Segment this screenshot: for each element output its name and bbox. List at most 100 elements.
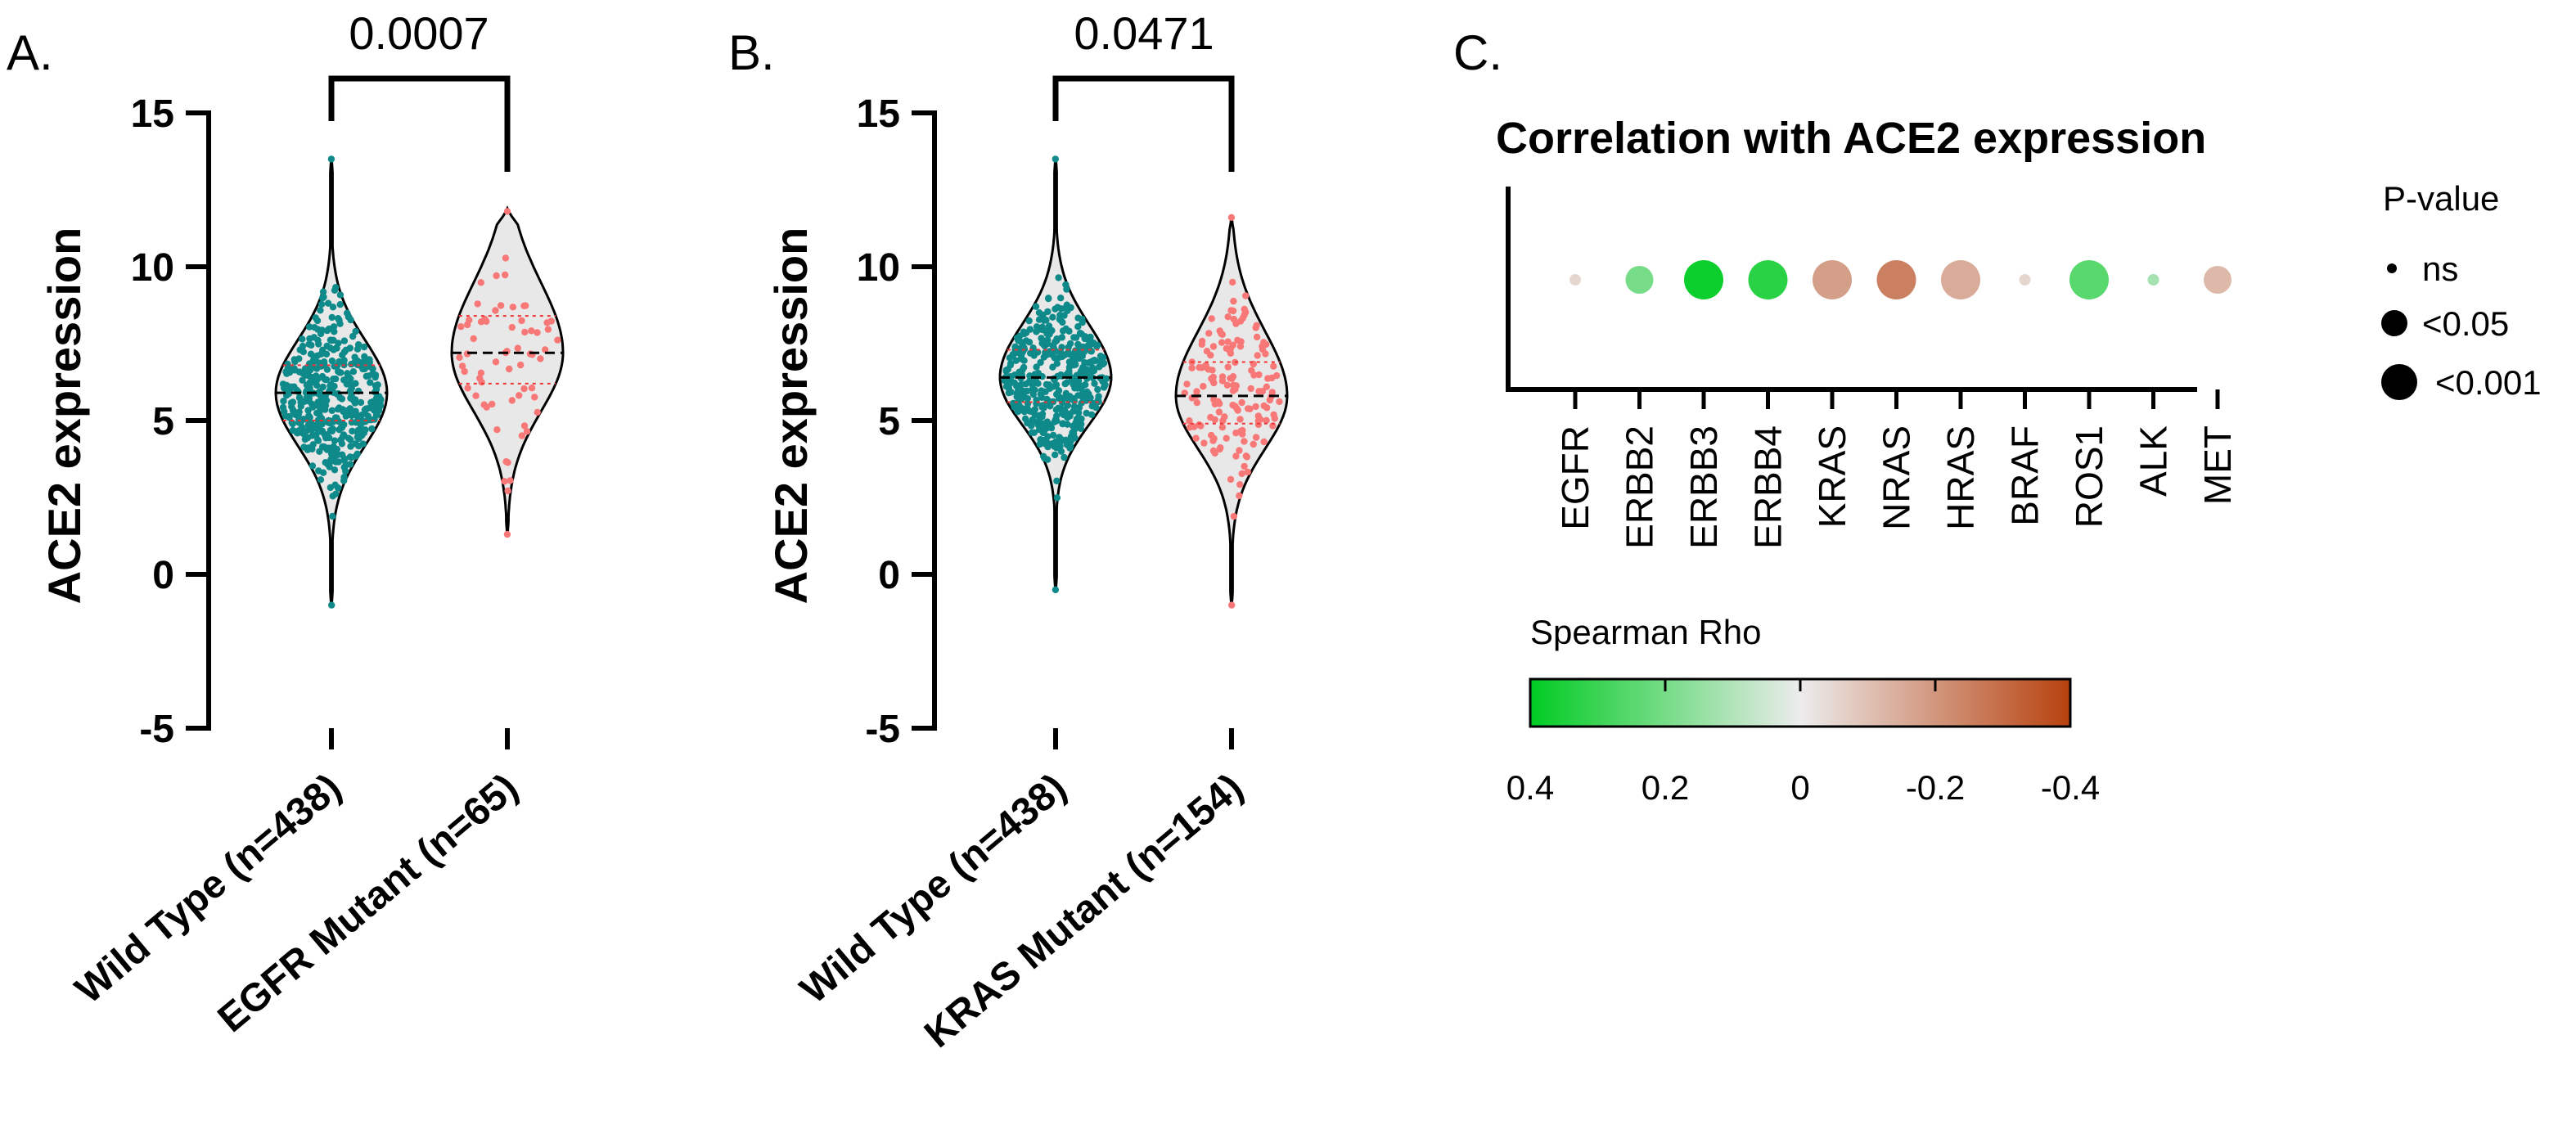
panel-a-data-point <box>350 359 358 367</box>
panel-b-data-point <box>1229 278 1236 286</box>
panel-b-data-point <box>1006 380 1013 388</box>
bubble-met <box>2204 266 2231 294</box>
panel-b-data-point <box>1238 470 1245 478</box>
panel-b-data-point <box>1033 323 1041 331</box>
panel-a-data-point <box>481 315 489 323</box>
panel-a-data-point <box>328 357 336 365</box>
bubble-alk <box>2147 274 2159 286</box>
panel-b-data-point <box>1074 377 1083 385</box>
panel-b-data-point <box>1043 418 1052 425</box>
panel-a-data-point <box>321 443 328 451</box>
panel-b-data-point <box>1058 344 1065 351</box>
panel-a-data-point <box>477 279 484 286</box>
panel-a-y-tick-label: -5 <box>139 708 174 751</box>
panel-b-data-point <box>1037 358 1044 367</box>
panel-a-data-point <box>291 358 299 366</box>
panel-b-data-point <box>1071 434 1079 442</box>
panel-a-data-point <box>372 385 381 394</box>
panel-b-data-point <box>1020 407 1029 416</box>
panel-a-data-point <box>313 431 320 439</box>
panel-b-data-point <box>1250 440 1257 448</box>
panel-a-data-point <box>544 326 552 333</box>
panel-b-data-point <box>1054 437 1062 444</box>
panel-a-data-point <box>329 512 336 520</box>
panel-a-data-point <box>342 346 349 353</box>
panel-a-data-point <box>470 335 477 343</box>
gene-label-alk: ALK <box>2132 425 2175 497</box>
panel-a-data-point <box>314 437 322 444</box>
panel-b-data-point <box>1186 417 1193 425</box>
panel-a-data-point <box>318 373 326 380</box>
bubble-erbb2 <box>1625 266 1654 294</box>
panel-b-data-point <box>1228 601 1236 609</box>
panel-a-data-point <box>336 301 344 308</box>
panel-b-data-point <box>1241 305 1248 313</box>
panel-b-data-point <box>1262 350 1269 358</box>
panel-a-data-point <box>336 404 343 412</box>
gene-label-braf: BRAF <box>2004 425 2047 526</box>
panel-a-y-ticks: 15 10 5 0 -5 <box>131 92 510 751</box>
panel-a-data-point <box>332 490 340 497</box>
panel-b-data-point <box>1223 381 1232 389</box>
panel-b-data-point <box>1263 416 1270 424</box>
panel-a-data-point <box>348 381 355 389</box>
panel-b-data-point <box>1061 407 1070 416</box>
panel-b-data-point <box>1227 375 1234 382</box>
p-value-legend: P-value ns <0.05 <0.001 <box>2381 179 2542 402</box>
panel-a-data-point <box>303 394 310 402</box>
panel-a-data-point <box>508 323 516 331</box>
panel-a-data-point <box>352 327 359 335</box>
panel-a-data-point <box>466 317 473 324</box>
panel-b-data-point <box>1192 434 1200 442</box>
panel-a-data-point <box>342 461 349 469</box>
panel-a-data-point <box>509 304 517 311</box>
panel-b-data-point <box>1031 412 1039 419</box>
panel-a-data-point <box>506 365 513 373</box>
panel-a-data-point <box>329 304 337 311</box>
panel-b-data-point <box>1089 364 1097 371</box>
panel-b-data-point <box>1041 424 1048 431</box>
panel-a-data-point <box>507 477 514 484</box>
panel-b-data-point <box>1211 449 1218 457</box>
bubble-kras <box>1813 260 1852 299</box>
panel-b-data-point <box>1029 381 1036 389</box>
gene-label-erbb4: ERBB4 <box>1747 425 1790 549</box>
panel-a-data-point <box>340 337 349 344</box>
panel-b-data-point <box>1247 385 1254 393</box>
panel-a-data-point <box>537 355 544 362</box>
panel-a-data-point <box>501 478 508 485</box>
panel-a-data-point <box>368 425 376 433</box>
panel-a-data-point <box>308 374 316 381</box>
panel-b-data-point <box>1208 315 1215 322</box>
legend-label-ns: ns <box>2422 250 2458 288</box>
panel-a-data-point <box>334 484 342 492</box>
panel-a-data-point <box>521 328 529 336</box>
panel-a-data-point <box>339 351 346 359</box>
legend-label-p0001: <0.001 <box>2435 363 2542 402</box>
panel-a-data-point <box>292 411 299 419</box>
panel-a-data-point <box>289 398 297 406</box>
panel-a-y-axis-label: ACE2 expression <box>38 227 90 605</box>
panel-b-data-point <box>1250 371 1258 379</box>
panel-a-data-point <box>360 358 367 365</box>
panel-b-data-point <box>1211 400 1219 408</box>
gene-label-erbb2: ERBB2 <box>1619 425 1661 549</box>
panel-a-data-point <box>336 320 344 327</box>
panel-b-data-point <box>1217 444 1224 452</box>
panel-a-data-point <box>520 302 528 309</box>
panel-b-data-point <box>1272 371 1281 380</box>
panel-b-data-point <box>1238 398 1245 407</box>
panel-a-data-point <box>314 326 322 333</box>
panel-b-data-point <box>1270 362 1277 370</box>
panel-a-data-point <box>313 409 321 416</box>
panel-b-data-point <box>1002 367 1010 374</box>
panel-b-data-point <box>1242 292 1250 299</box>
bubble-braf <box>2019 274 2031 286</box>
panel-b-data-point <box>1022 380 1029 388</box>
panel-b-data-point <box>1088 348 1096 355</box>
panel-a-data-point <box>347 316 354 324</box>
panel-b-data-point <box>1043 380 1051 389</box>
panel-b-data-point <box>1244 405 1252 412</box>
panel-a-data-point <box>328 407 336 414</box>
panel-a-data-point <box>528 385 536 392</box>
